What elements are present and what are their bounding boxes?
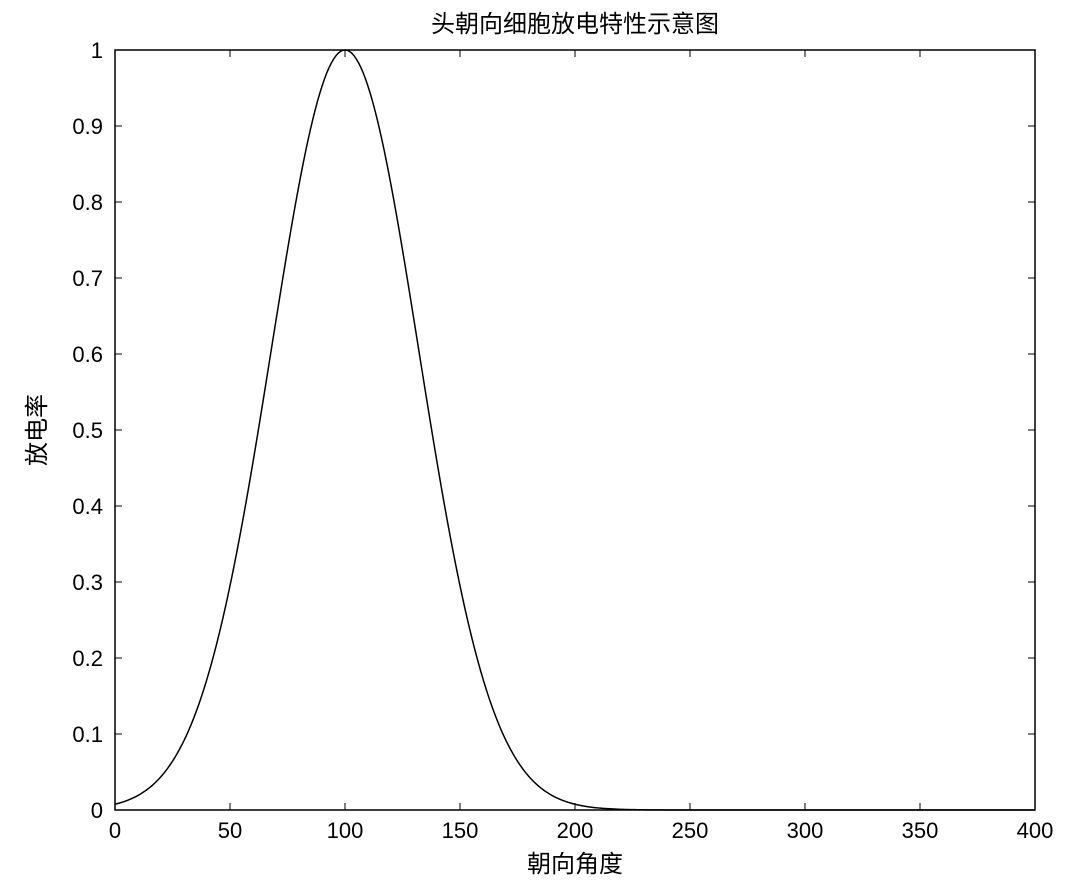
x-tick-label: 300 [787, 818, 824, 843]
y-tick-label: 0.5 [72, 418, 103, 443]
y-tick-label: 0.6 [72, 342, 103, 367]
y-tick-label: 0.7 [72, 266, 103, 291]
x-tick-label: 0 [109, 818, 121, 843]
x-tick-label: 350 [902, 818, 939, 843]
y-tick-label: 0.4 [72, 494, 103, 519]
chart-title: 头朝向细胞放电特性示意图 [431, 11, 719, 38]
x-tick-label: 150 [442, 818, 479, 843]
y-axis-label: 放电率 [24, 394, 51, 466]
x-axis-label: 朝向角度 [527, 851, 623, 878]
y-tick-label: 0.3 [72, 570, 103, 595]
x-tick-label: 200 [557, 818, 594, 843]
x-tick-label: 400 [1017, 818, 1054, 843]
line-chart: 0 50 100 150 200 250 300 350 400 0 0.1 0.2 0.3 0.4 0.5… [0, 0, 1077, 892]
y-tick-label: 0.2 [72, 646, 103, 671]
y-tick-label: 1 [91, 38, 103, 63]
x-tick-label: 250 [672, 818, 709, 843]
y-tick-label: 0.9 [72, 114, 103, 139]
chart-container: 0 50 100 150 200 250 300 350 400 0 0.1 0.2 0.3 0.4 0.5… [0, 0, 1077, 892]
y-tick-label: 0.1 [72, 722, 103, 747]
x-tick-label: 100 [327, 818, 364, 843]
y-tick-label: 0 [91, 798, 103, 823]
x-tick-label: 50 [218, 818, 242, 843]
y-tick-label: 0.8 [72, 190, 103, 215]
